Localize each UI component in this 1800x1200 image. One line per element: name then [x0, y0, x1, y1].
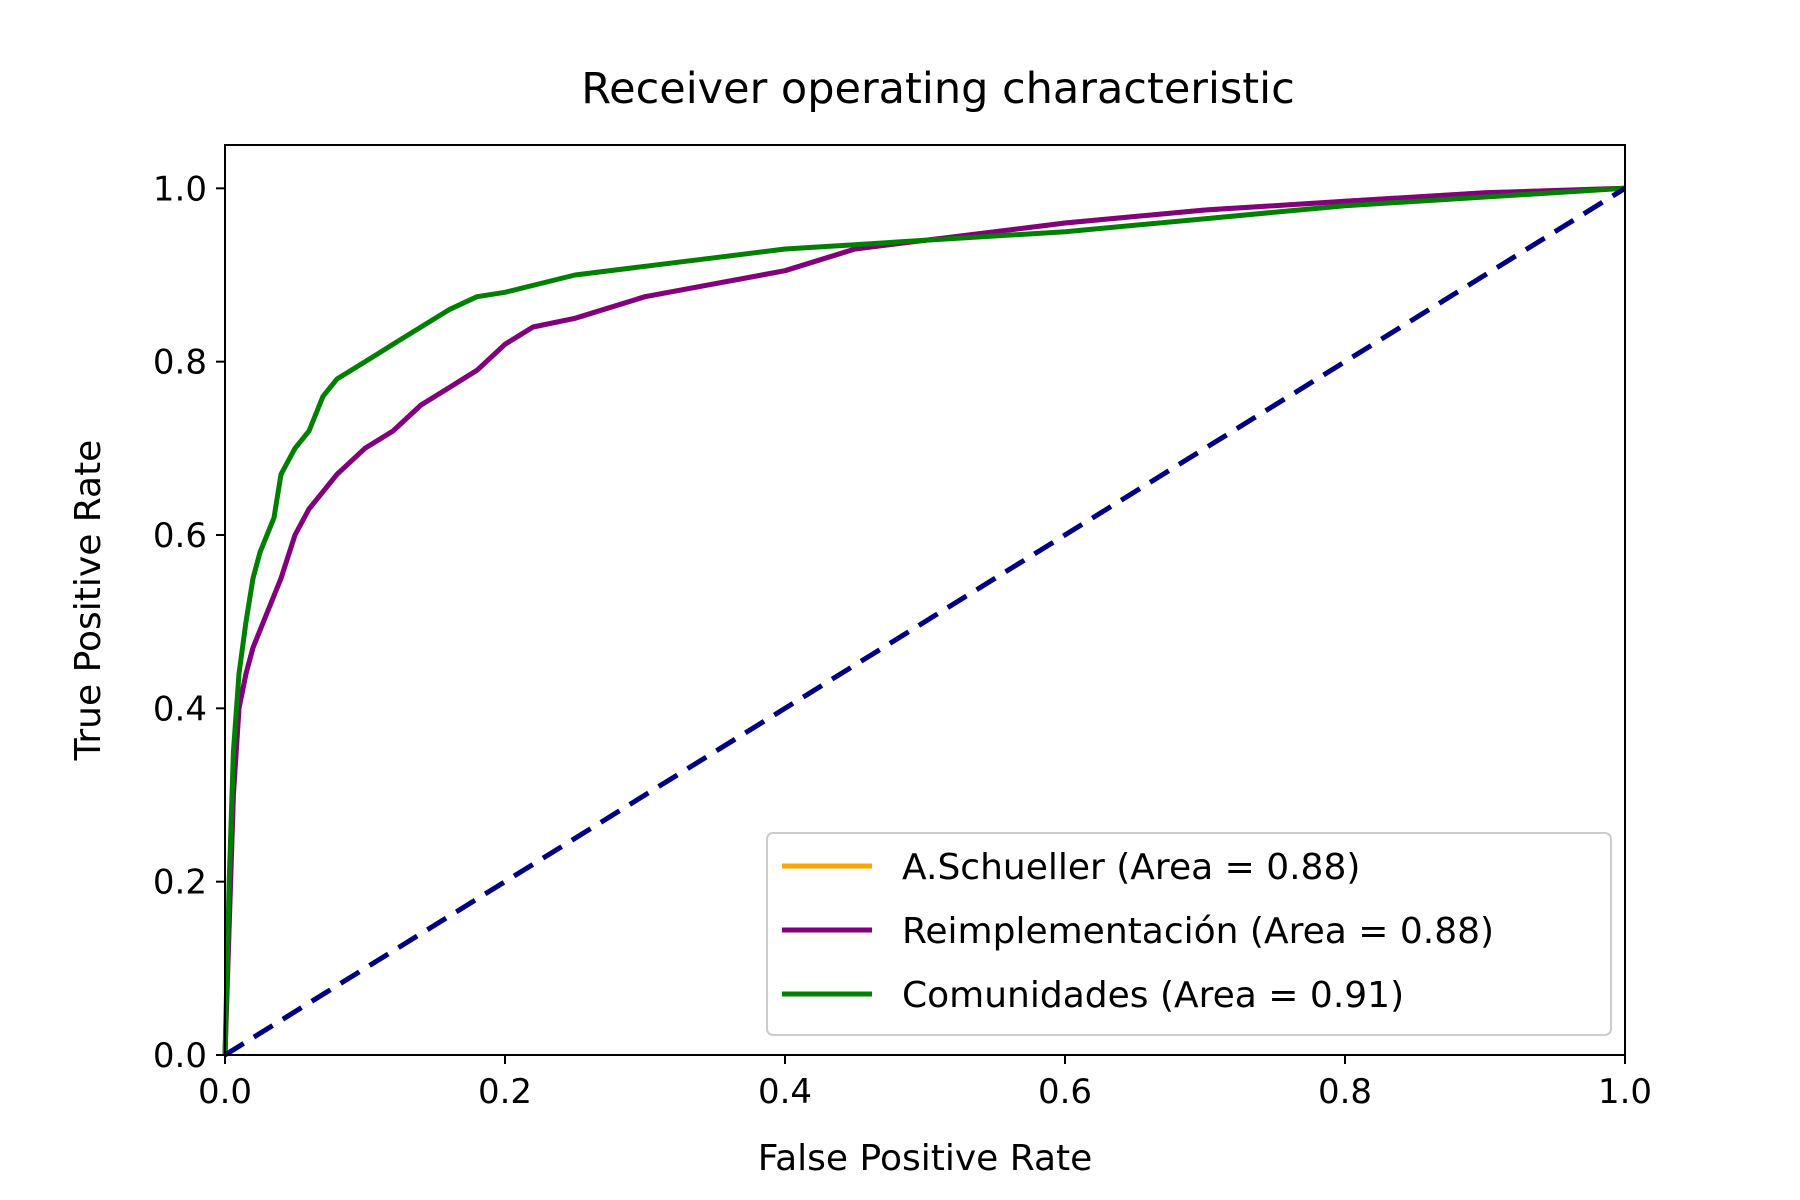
legend-label-2: Reimplementación (Area = 0.88) [902, 911, 1494, 952]
y-tick-label: 1.0 [153, 169, 207, 209]
y-tick-label: 0.6 [153, 516, 207, 556]
legend-label-3: Comunidades (Area = 0.91) [902, 975, 1404, 1016]
series-layer [222, 185, 1627, 1058]
legend-box [766, 832, 1612, 1036]
x-tick-label: 0.8 [1318, 1072, 1372, 1112]
axes-frame [224, 144, 1626, 1056]
y-axis-label: True Positive Rate [68, 440, 109, 762]
x-axis-ticks: 0.0 0.2 0.4 0.6 0.8 1.0 [198, 1055, 1652, 1112]
y-axis-ticks: 0.0 0.2 0.4 0.6 0.8 1.0 [153, 169, 225, 1076]
x-tick-label: 0.6 [1038, 1072, 1092, 1112]
plot-area: 0.0 0.2 0.4 0.6 0.8 1.0 0.0 0.2 0.4 0.6 0.8 1.0 [153, 144, 1652, 1112]
y-tick-label: 0.8 [153, 343, 207, 383]
chance-diagonal-line [223, 186, 1627, 1058]
legend: A.Schueller (Area = 0.88) Reimplementació… [766, 832, 1612, 1036]
x-tick-label: 0.4 [758, 1072, 812, 1112]
x-axis-label: False Positive Rate [758, 1138, 1093, 1179]
series-line-2 [222, 185, 1626, 1056]
legend-label-1: A.Schueller (Area = 0.88) [902, 847, 1360, 888]
x-tick-label: 1.0 [1598, 1072, 1652, 1112]
x-tick-label: 0.2 [478, 1072, 532, 1112]
chart-title: Receiver operating characteristic [581, 64, 1295, 114]
x-tick-label: 0.0 [198, 1072, 252, 1112]
y-tick-label: 0.0 [153, 1036, 207, 1076]
series-line-3 [222, 185, 1626, 1056]
y-tick-label: 0.4 [153, 689, 207, 729]
y-tick-label: 0.2 [153, 863, 207, 903]
